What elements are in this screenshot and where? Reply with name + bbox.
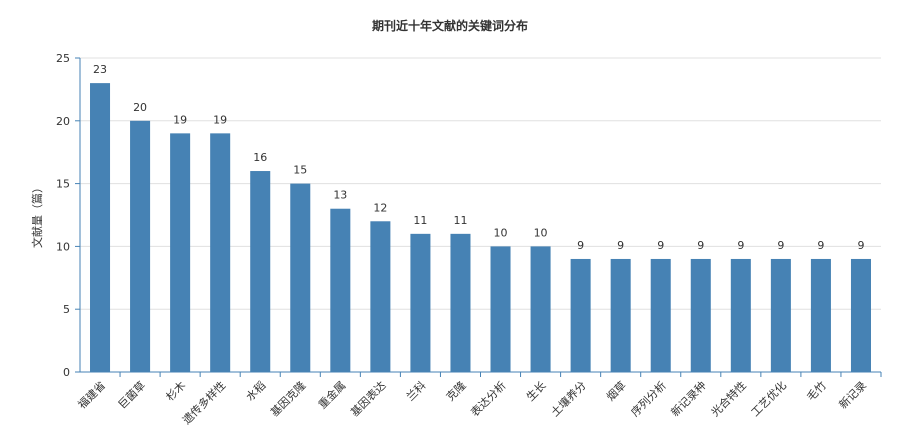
bar (650, 258, 671, 372)
data-label: 19 (213, 113, 227, 126)
bar (210, 133, 231, 372)
x-tick-label: 土壤养分 (548, 378, 589, 419)
x-tick-label: 基因克隆 (267, 378, 308, 419)
bar (330, 208, 351, 372)
x-tick-label: 光合特性 (708, 378, 749, 419)
bar (170, 133, 191, 372)
axes (75, 57, 882, 377)
x-tick-label: 兰科 (403, 378, 428, 403)
x-tick-label: 遗传多样性 (180, 378, 229, 427)
bar (810, 258, 831, 372)
x-tick-label: 水稻 (244, 379, 269, 404)
y-tick-label: 10 (56, 240, 70, 253)
bar (530, 246, 551, 372)
bar (450, 233, 471, 372)
x-tick-label: 新记录 (836, 378, 869, 411)
x-tick-label: 序列分析 (628, 378, 669, 419)
data-label: 9 (657, 239, 664, 252)
bar (90, 83, 111, 373)
x-tick-label: 克隆 (443, 378, 468, 403)
data-labels: 23 20 19 19 16 15 13 12 11 11 10 10 9 9 9 9 9 9 9 9 (93, 63, 864, 252)
data-label: 9 (617, 239, 624, 252)
data-label: 9 (577, 239, 584, 252)
data-label: 12 (373, 201, 387, 214)
bar (490, 246, 511, 372)
x-tick-label: 基因表达 (347, 378, 388, 419)
x-tick-label: 福建省 (75, 378, 108, 411)
bar (730, 258, 751, 372)
y-tick-label: 25 (56, 52, 70, 65)
x-tick-label: 毛竹 (804, 378, 829, 403)
data-label: 23 (93, 63, 107, 76)
chart-title: 期刊近十年文献的关键词分布 (372, 18, 528, 33)
data-label: 9 (817, 239, 824, 252)
y-tick-label: 0 (63, 366, 70, 379)
data-label: 16 (253, 151, 267, 164)
y-tick-label: 20 (56, 115, 70, 128)
y-tick-label: 15 (56, 178, 70, 191)
grid-lines (80, 57, 881, 310)
x-tick-label: 表达分析 (468, 378, 509, 419)
x-tick-label: 生长 (523, 378, 548, 403)
bar (130, 120, 151, 372)
data-label: 20 (133, 101, 147, 114)
x-tick-label: 巨菌草 (116, 379, 149, 412)
x-tick-label: 烟草 (603, 378, 628, 403)
data-label: 9 (777, 239, 784, 252)
bar (850, 258, 871, 372)
x-tick-label: 新记录种 (668, 378, 709, 419)
bar (610, 258, 631, 372)
data-label: 10 (534, 226, 548, 239)
data-label: 15 (293, 164, 307, 177)
data-label: 11 (413, 214, 427, 227)
data-label: 13 (333, 189, 347, 202)
data-label: 9 (697, 239, 704, 252)
x-tick-label: 重金属 (315, 378, 348, 411)
y-tick-labels: 0 5 10 15 20 25 (56, 52, 70, 379)
bar (570, 258, 591, 372)
y-axis-label: 文献量（篇） (30, 182, 44, 248)
data-label: 9 (857, 239, 864, 252)
bar (770, 258, 791, 372)
bar (290, 183, 311, 372)
data-label: 9 (737, 239, 744, 252)
x-tick-label: 工艺优化 (748, 378, 789, 419)
y-tick-label: 5 (63, 303, 70, 316)
bars (90, 83, 871, 373)
data-label: 10 (494, 226, 508, 239)
bar (690, 258, 711, 372)
bar (370, 221, 391, 372)
data-label: 19 (173, 113, 187, 126)
x-tick-label: 杉木 (163, 378, 188, 403)
bar (250, 171, 271, 372)
bar (410, 233, 431, 372)
data-label: 11 (453, 214, 467, 227)
